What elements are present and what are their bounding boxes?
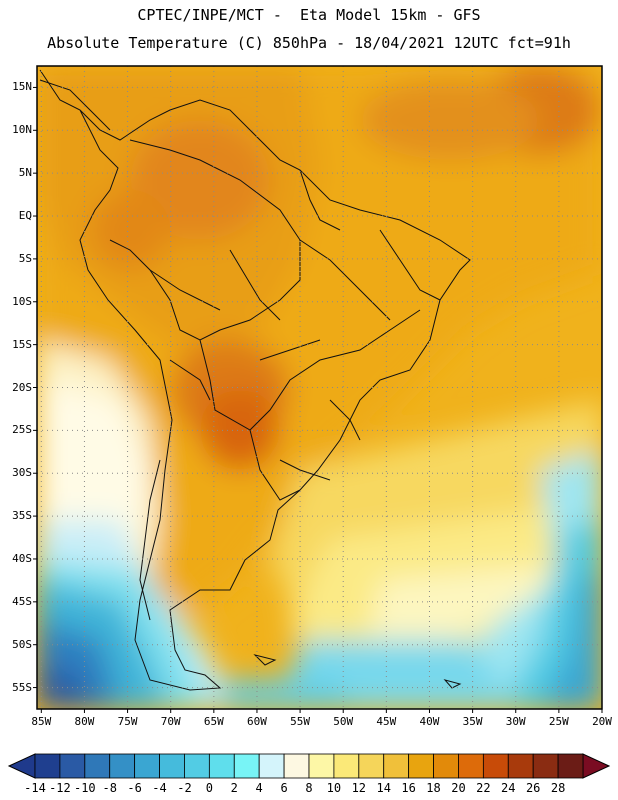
lat-tick-label: 35S [12, 509, 32, 523]
lon-tick-label: 70W [160, 715, 181, 728]
colorbar-swatch [358, 753, 385, 779]
colorbar-swatch [159, 753, 185, 779]
lon-tick-label: 35W [462, 715, 483, 728]
lat-tick-label: 25S [12, 423, 32, 437]
colorbar-label: 16 [401, 781, 416, 795]
lon-tick-label: 30W [505, 715, 526, 728]
colorbar-label: 2 [230, 781, 238, 795]
colorbar-label: 8 [305, 781, 313, 795]
lat-tick-label: 5S [18, 251, 32, 265]
lon-tick-label: 45W [376, 715, 397, 728]
colorbar-swatch [308, 753, 335, 779]
colorbar-over-arrow [582, 753, 611, 779]
lat-tick-label: 20S [12, 380, 32, 394]
lat-tick-label: 10S [12, 294, 32, 308]
colorbar-label: 14 [376, 781, 391, 795]
coastline [39, 69, 471, 691]
colorbar-label: 4 [255, 781, 263, 795]
colorbar-swatch [532, 753, 559, 779]
colorbar-swatch [233, 753, 260, 779]
chart-subtitle: Absolute Temperature (C) 850hPa - 18/04/… [47, 34, 571, 52]
colorbar-label: -6 [127, 781, 142, 795]
lon-tick-label: 75W [117, 715, 138, 728]
colorbar-swatch [134, 753, 160, 779]
colorbar-label: -2 [177, 781, 192, 795]
colorbar-label: 20 [451, 781, 466, 795]
colorbar-label: -10 [73, 781, 96, 795]
lat-tick-label: 40S [12, 551, 32, 565]
colorbar-swatch [333, 753, 360, 779]
colorbar-swatch [433, 753, 459, 779]
graticule [37, 66, 603, 709]
colorbar-label: 12 [351, 781, 367, 795]
colorbar-swatch [109, 753, 136, 779]
colorbar-label: 28 [550, 781, 566, 795]
colorbar-label: 24 [501, 781, 516, 795]
lat-tick-label: 10N [12, 123, 32, 137]
lon-tick-label: 25W [548, 715, 569, 728]
lat-tick-label: EQ [18, 209, 32, 223]
colorbar [7, 753, 611, 779]
colorbar-label: 6 [280, 781, 288, 795]
lat-tick-label: 50S [12, 637, 32, 651]
colorbar-label: 26 [525, 781, 541, 795]
lon-tick-label: 50W [333, 715, 354, 728]
colorbar-label: 18 [426, 781, 441, 795]
colorbar-swatch [184, 753, 210, 779]
colorbar-swatch [408, 753, 434, 779]
colorbar-swatch [458, 753, 484, 779]
colorbar-label: -14 [24, 781, 46, 795]
colorbar-swatch [507, 753, 534, 779]
colorbar-swatch [208, 753, 235, 779]
lon-tick-label: 40W [419, 715, 440, 728]
lat-tick-label: 55S [12, 680, 32, 694]
lat-tick-label: 15S [12, 337, 32, 351]
colorbar-label: 0 [205, 781, 213, 795]
colorbar-label: -8 [102, 781, 117, 795]
colorbar-swatch [84, 753, 111, 779]
colorbar-swatch [482, 753, 509, 779]
chart-title: CPTEC/INPE/MCT - Eta Model 15km - GFS [137, 6, 481, 24]
lon-tick-label: 85W [31, 715, 52, 728]
lon-tick-label: 55W [290, 715, 311, 728]
lon-tick-label: 80W [74, 715, 95, 728]
lon-tick-label: 65W [203, 715, 224, 728]
colorbar-swatch [258, 753, 285, 779]
colorbar-swatch [34, 753, 61, 779]
colorbar-swatch [283, 753, 310, 779]
colorbar-label: -4 [152, 781, 167, 795]
lat-tick-label: 15N [12, 80, 32, 94]
colorbar-swatch [383, 753, 410, 779]
lat-tick-label: 30S [12, 466, 32, 480]
lon-tick-label: 60W [247, 715, 267, 728]
colorbar-label: 10 [326, 781, 342, 795]
lon-tick-label: 20W [592, 715, 612, 728]
lat-tick-label: 45S [12, 594, 32, 608]
colorbar-label: 22 [476, 781, 491, 795]
colorbar-swatch [557, 753, 584, 779]
lat-tick-label: 5N [18, 166, 32, 180]
colorbar-label: -12 [49, 781, 71, 795]
colorbar-swatch [59, 753, 86, 779]
colorbar-under-arrow [7, 753, 36, 779]
